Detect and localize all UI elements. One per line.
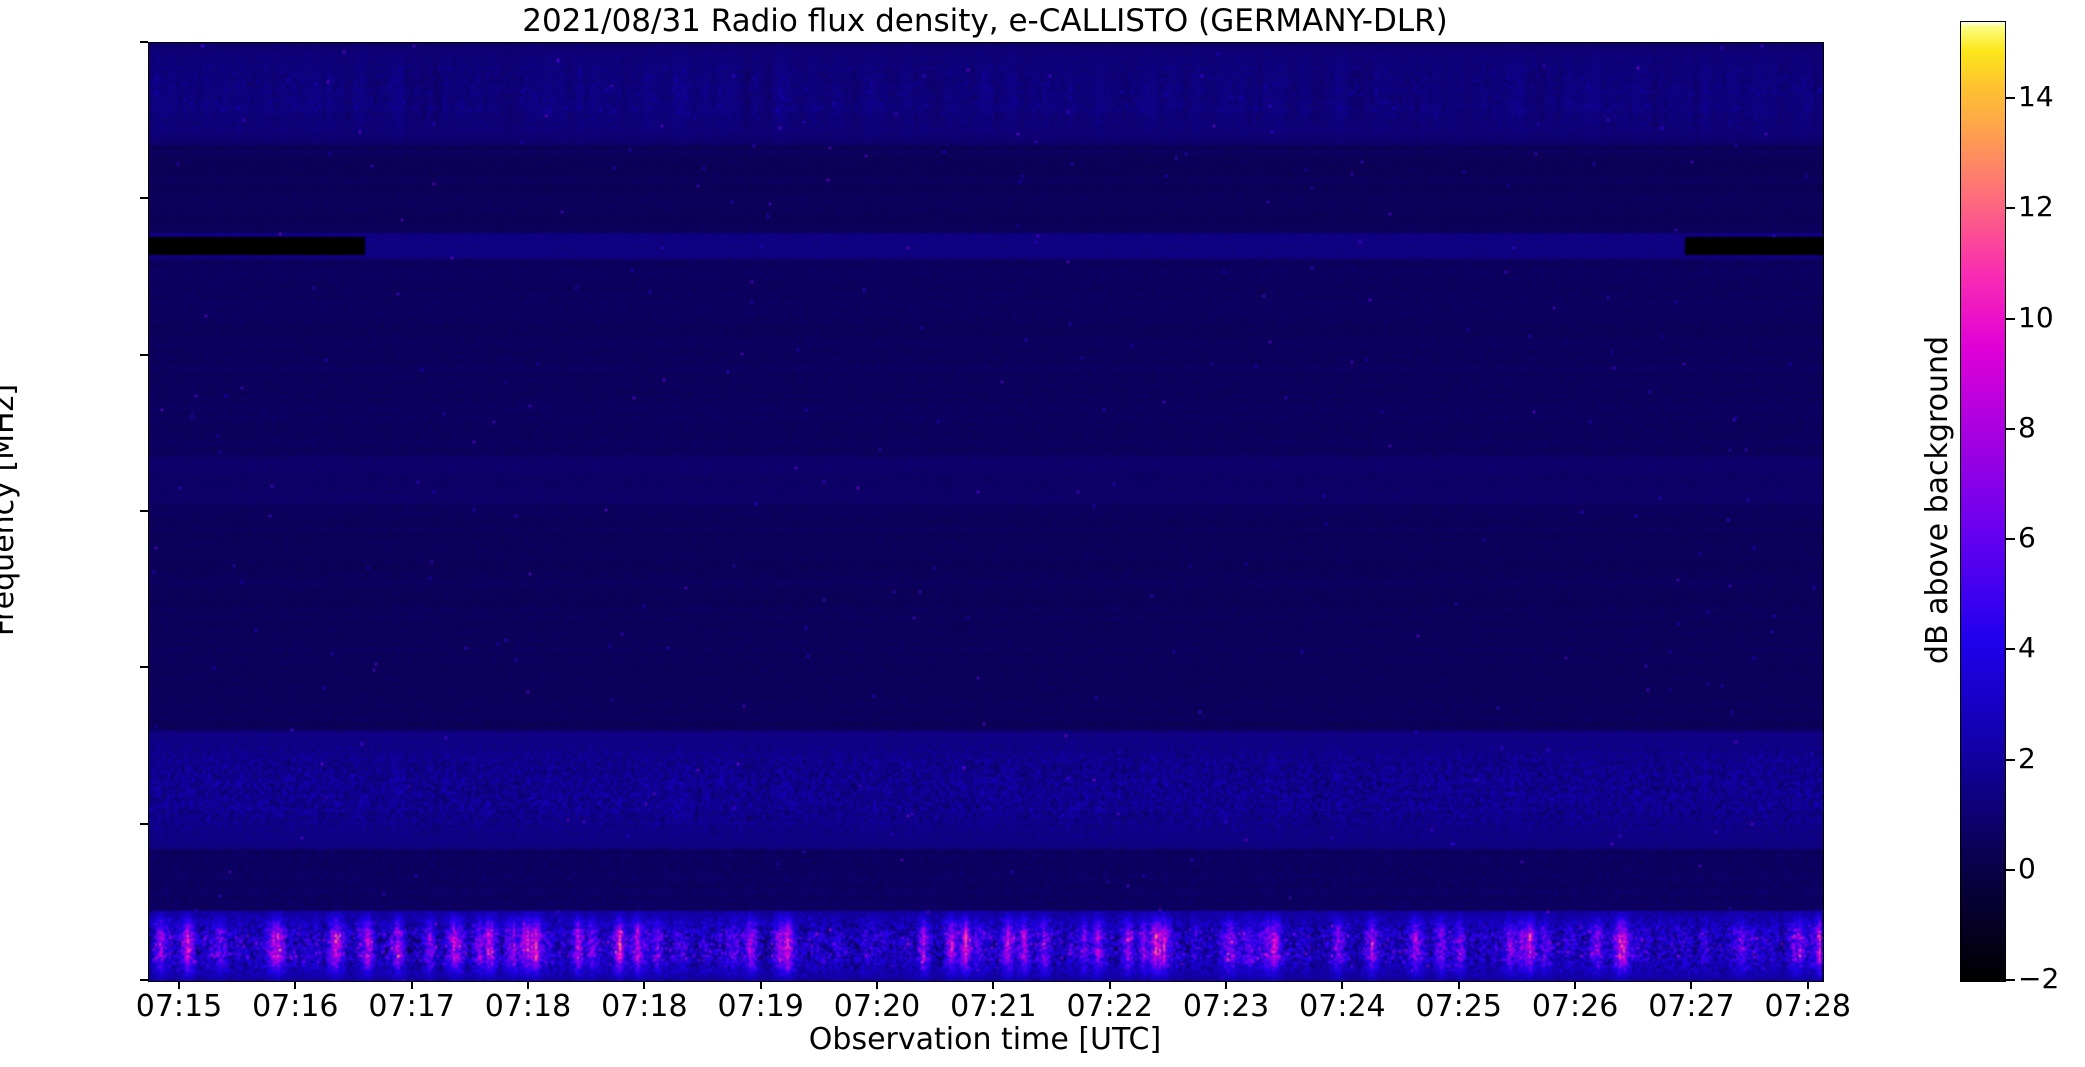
colorbar-tick-mark: [2006, 317, 2015, 320]
x-tick-label: 07:19: [717, 989, 804, 1024]
y-axis-label: Frequency [MHz]: [0, 383, 21, 637]
colorbar-tick-mark: [2006, 538, 2015, 541]
x-tick-mark: [1690, 981, 1693, 989]
x-tick-label: 07:27: [1648, 989, 1735, 1024]
x-tick-mark: [1108, 981, 1111, 989]
x-tick-mark: [1225, 981, 1228, 989]
x-tick-label: 07:20: [833, 989, 921, 1024]
colorbar-tick-mark: [2006, 758, 2015, 761]
spectrogram-image: [149, 43, 1823, 981]
colorbar-tick-label: 12: [2018, 190, 2054, 224]
colorbar-tick-mark: [2006, 648, 2015, 651]
x-tick-mark: [526, 981, 529, 989]
x-tick-mark: [294, 981, 297, 989]
x-tick-mark: [1806, 981, 1809, 989]
x-tick-mark: [410, 981, 413, 989]
x-tick-label: 07:16: [252, 989, 339, 1024]
x-tick-label: 07:21: [950, 989, 1037, 1024]
colorbar-tick-label: 10: [2018, 300, 2054, 334]
colorbar-tick-mark: [2006, 207, 2015, 210]
x-tick-mark: [177, 981, 180, 989]
y-tick-mark: [140, 979, 148, 981]
x-tick-label: 07:25: [1415, 989, 1502, 1024]
spectrogram-axes[interactable]: [148, 42, 1824, 982]
y-tick-mark: [140, 41, 148, 43]
x-tick-mark: [643, 981, 646, 989]
y-tick-mark: [140, 822, 148, 825]
colorbar-tick-label: 14: [2018, 80, 2054, 114]
page-title: 2021/08/31 Radio flux density, e-CALLIST…: [522, 3, 1448, 39]
colorbar-tick-mark: [2006, 979, 2015, 981]
x-tick-label: 07:28: [1764, 989, 1851, 1024]
colorbar-tick-mark: [2006, 97, 2015, 100]
y-tick-mark: [140, 197, 148, 200]
x-axis-label: Observation time [UTC]: [808, 1022, 1162, 1057]
colorbar[interactable]: [1960, 21, 2006, 982]
colorbar-tick-label: 8: [2018, 410, 2036, 444]
x-tick-mark: [992, 981, 995, 989]
x-tick-label: 07:26: [1531, 989, 1619, 1024]
x-tick-mark: [876, 981, 879, 989]
colorbar-tick-mark: [2006, 868, 2015, 871]
x-tick-mark: [1574, 981, 1577, 989]
colorbar-gradient: [1961, 22, 2005, 981]
x-tick-label: 07:24: [1299, 989, 1386, 1024]
x-tick-mark: [759, 981, 762, 989]
colorbar-tick-label: 6: [2018, 521, 2036, 555]
x-tick-label: 07:18: [484, 989, 572, 1024]
colorbar-tick-label: −2: [2018, 962, 2060, 995]
y-tick-mark: [140, 353, 148, 356]
colorbar-tick-label: 4: [2018, 631, 2036, 665]
x-tick-label: 07:17: [368, 989, 455, 1024]
colorbar-tick-label: 0: [2018, 851, 2036, 885]
x-tick-mark: [1341, 981, 1344, 989]
colorbar-tick-label: 2: [2018, 741, 2036, 775]
x-tick-label: 07:23: [1182, 989, 1270, 1024]
x-tick-mark: [1457, 981, 1460, 989]
x-tick-label: 07:22: [1066, 989, 1153, 1024]
x-tick-label: 07:18: [601, 989, 688, 1024]
y-tick-mark: [140, 666, 148, 669]
x-tick-label: 07:15: [135, 989, 223, 1024]
colorbar-label: dB above background: [1920, 335, 1955, 665]
colorbar-tick-mark: [2006, 427, 2015, 430]
y-tick-mark: [140, 510, 148, 512]
